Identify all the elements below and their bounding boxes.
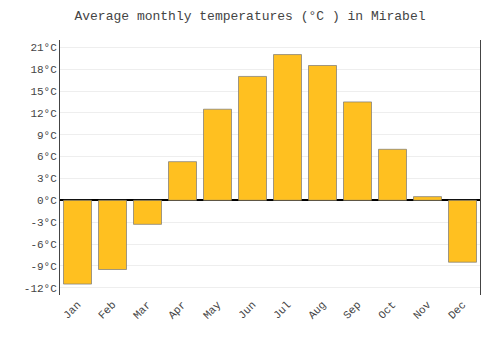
svg-text:3°C: 3°C — [37, 173, 57, 185]
svg-text:Jul: Jul — [271, 299, 293, 321]
svg-text:Apr: Apr — [166, 299, 188, 321]
svg-text:May: May — [201, 299, 224, 322]
svg-text:0°C: 0°C — [37, 195, 57, 207]
svg-text:-9°C: -9°C — [30, 261, 57, 273]
svg-text:Feb: Feb — [96, 299, 118, 321]
svg-text:-6°C: -6°C — [30, 239, 57, 251]
svg-text:Mar: Mar — [131, 299, 153, 321]
svg-text:12°C: 12°C — [30, 108, 57, 120]
svg-text:Average monthly temperatures (: Average monthly temperatures (°C ) in Mi… — [74, 9, 425, 24]
svg-text:Oct: Oct — [376, 299, 398, 321]
svg-text:-3°C: -3°C — [30, 217, 57, 229]
svg-text:Sep: Sep — [341, 299, 363, 321]
svg-text:6°C: 6°C — [37, 151, 57, 163]
svg-text:Dec: Dec — [446, 299, 468, 321]
svg-text:Jan: Jan — [61, 299, 83, 321]
svg-text:18°C: 18°C — [30, 64, 57, 76]
svg-text:Nov: Nov — [411, 299, 434, 322]
svg-text:Jun: Jun — [236, 299, 258, 321]
svg-text:9°C: 9°C — [37, 130, 57, 142]
svg-text:Aug: Aug — [306, 299, 328, 321]
svg-text:15°C: 15°C — [30, 86, 57, 98]
svg-text:21°C: 21°C — [30, 42, 57, 54]
svg-text:-12°C: -12°C — [24, 283, 57, 295]
